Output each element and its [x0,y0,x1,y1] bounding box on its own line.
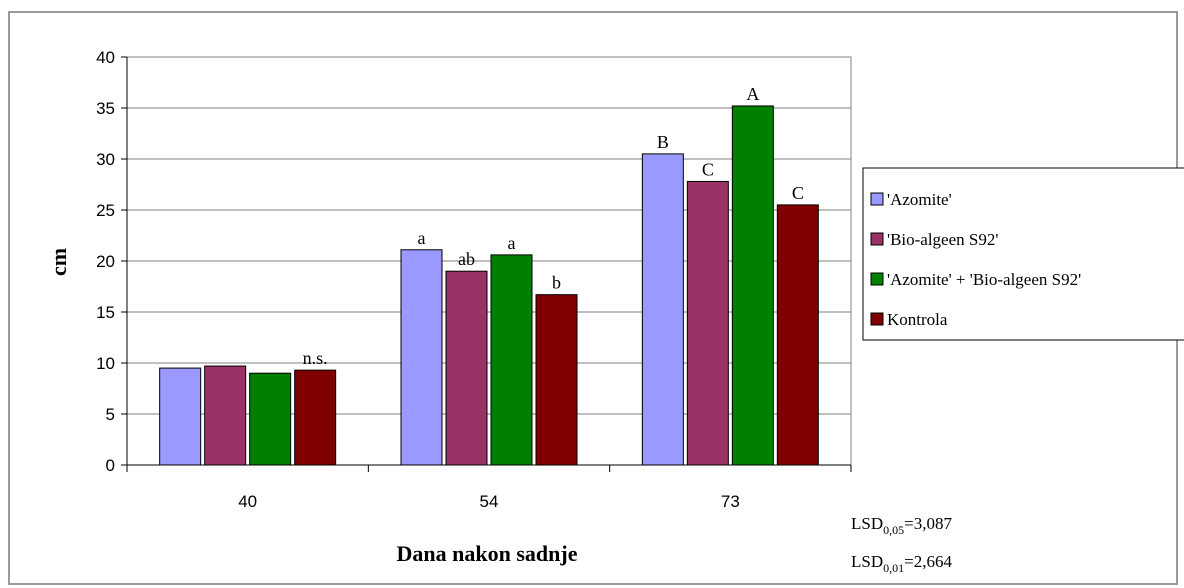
y-tick-label: 15 [96,303,115,322]
lsd-annotations: LSD0,05=3,087 LSD0,01=2,664 [851,514,952,575]
bar-significance-label: A [746,84,759,104]
bar-significance-label: b [552,273,561,293]
lsd-annotation: LSD0,01=2,664 [851,552,952,575]
legend: 'Azomite' 'Bio-algeen S92' 'Azomite' + 'Bi… [862,167,1184,341]
y-tick-label: 30 [96,150,115,169]
legend-entry: Kontrola [887,310,948,329]
axes: 0 5 10 15 20 25 30 35 40 40 54 73 [96,48,852,511]
legend-swatch [870,192,884,206]
x-tick-label: 54 [480,492,499,511]
bar [535,294,578,466]
bar-significance-label: C [702,159,714,179]
x-tick-label: 73 [721,492,740,511]
x-tick-label: 40 [238,492,257,511]
y-tick-label: 25 [96,201,115,220]
bar [445,270,488,466]
bar [249,372,292,466]
bar-significance-label: C [792,183,804,203]
legend-swatch [870,312,884,326]
y-tick-label: 35 [96,99,115,118]
y-tick-label: 20 [96,252,115,271]
bar [686,180,729,466]
legend-swatch [870,232,884,246]
bar [294,369,337,466]
bar [204,365,247,466]
bar [641,153,684,466]
lsd-annotation: LSD0,05=3,087 [851,514,952,537]
legend-entry: 'Bio-algeen S92' [887,230,998,249]
bar [159,367,202,466]
y-axis-label: cm [46,248,71,276]
y-tick-label: 10 [96,354,115,373]
legend-box [862,167,1184,341]
bar [490,254,533,466]
x-axis-label: Dana nakon sadnje [397,541,578,566]
bar-significance-label: B [657,132,669,152]
y-tick-label: 40 [96,48,115,67]
legend-entry: 'Azomite' + 'Bio-algeen S92' [887,270,1081,289]
legend-entry: 'Azomite' [887,190,952,209]
bar [776,204,819,466]
bar-significance-label: n.s. [303,348,328,368]
bar-significance-label: a [418,228,426,248]
y-tick-label: 0 [106,456,115,475]
bars [159,105,819,466]
y-tick-label: 5 [106,405,115,424]
legend-swatch [870,272,884,286]
bar [400,249,443,466]
bar [731,105,774,466]
bar-significance-label: ab [458,249,475,269]
bar-significance-label: a [508,233,516,253]
